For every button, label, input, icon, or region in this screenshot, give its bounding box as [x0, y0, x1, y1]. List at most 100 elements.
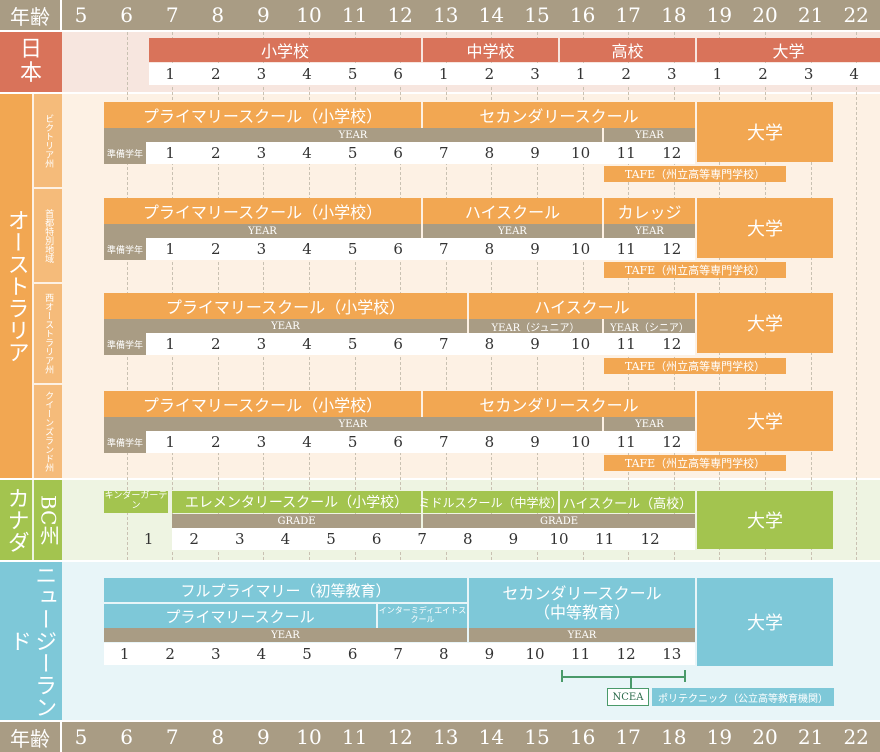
japan-label: 日本 — [0, 32, 62, 92]
vic-year-bar-2: YEAR — [604, 128, 695, 142]
bc-year-11: 11 — [595, 530, 615, 548]
age-12: 12 — [387, 3, 413, 27]
wa-year-1: 1 — [165, 335, 175, 353]
act-year-bar-3: YEAR — [604, 224, 695, 238]
jp-elem-year-6: 6 — [393, 65, 403, 83]
nz-label: ニュージーランド — [0, 562, 62, 720]
bc-year-4: 4 — [280, 530, 291, 548]
vic-year-12: 12 — [662, 144, 682, 162]
wa-prep: 準備学年 — [104, 333, 146, 355]
age-grid-line — [309, 32, 310, 720]
ncea-bracket-left — [561, 670, 563, 682]
bc-year-1: 1 — [143, 530, 154, 548]
age-10: 10 — [296, 3, 322, 27]
age-19: 19 — [706, 725, 733, 749]
qld-secondary: セカンダリースクール — [423, 391, 695, 417]
age-grid-line — [856, 32, 857, 720]
vic-secondary: セカンダリースクール — [423, 102, 695, 128]
jp-uni-year-2: 2 — [758, 65, 768, 83]
vic-year-1: 1 — [165, 144, 175, 162]
jp-high: 高校 — [560, 38, 695, 62]
age-grid-line — [263, 32, 264, 720]
wa-year-10: 10 — [571, 335, 591, 353]
age-grid-line — [172, 32, 173, 720]
qld-university: 大学 — [697, 391, 833, 451]
age-grid-line — [628, 32, 629, 720]
jp-uni-year-4: 4 — [849, 65, 859, 83]
vic-year-2: 2 — [211, 144, 221, 162]
nz-year-2: 2 — [165, 645, 175, 663]
vic-year-7: 7 — [439, 144, 449, 162]
act-year-9: 9 — [530, 240, 540, 258]
vic-year-5: 5 — [347, 144, 358, 162]
wa-year-9: 9 — [530, 335, 540, 353]
qld-year-7: 7 — [439, 433, 449, 451]
vic-university: 大学 — [697, 102, 833, 162]
vic-year-10: 10 — [571, 144, 591, 162]
age-grid-line — [491, 32, 492, 720]
bc-year-10: 10 — [549, 530, 569, 548]
nz-full-primary: フルプライマリー（初等教育） — [104, 578, 467, 602]
age-19: 19 — [706, 3, 733, 27]
qld-year-8: 8 — [484, 433, 495, 451]
act-year-11: 11 — [616, 240, 636, 258]
vic-prep: 準備学年 — [104, 142, 146, 164]
age-label-bottom: 年齢 — [0, 722, 62, 752]
vic-label: ビクトリア州 — [34, 94, 62, 187]
wa-year-bar-junior: YEAR（ジュニア） — [469, 319, 602, 334]
wa-year-5: 5 — [347, 335, 358, 353]
qld-label: クイーンズランド州 — [34, 385, 62, 478]
jp-elem-year-1: 1 — [165, 65, 175, 83]
jp-university: 大学 — [697, 38, 880, 62]
age-11: 11 — [341, 725, 368, 749]
vic-year-3: 3 — [256, 144, 267, 162]
jp-elem-year-5: 5 — [347, 65, 358, 83]
age-20: 20 — [752, 3, 778, 27]
qld-year-11: 11 — [616, 433, 636, 451]
qld-year-bar-2: YEAR — [604, 417, 695, 431]
wa-tafe: TAFE（州立高等専門学校） — [604, 358, 786, 374]
bc-middle: ミドルスクール（中学校） — [419, 491, 563, 513]
age-header-top — [0, 0, 880, 30]
jp-elem-year-3: 3 — [256, 65, 267, 83]
age-15: 15 — [524, 3, 550, 27]
vic-year-6: 6 — [393, 144, 403, 162]
bc-grade-bar-1: GRADE — [172, 514, 421, 528]
age-18: 18 — [661, 725, 687, 749]
act-prep: 準備学年 — [104, 238, 146, 260]
age-16: 16 — [569, 3, 596, 27]
nz-intermediate: インターミディエイトスクール — [378, 604, 467, 628]
qld-year-10: 10 — [571, 433, 591, 451]
vic-year-row — [104, 142, 695, 164]
age-grid-line — [537, 32, 538, 720]
act-label: 首都特別地域 — [34, 189, 62, 282]
act-year-row — [104, 238, 695, 260]
bc-label: BC州 — [34, 480, 62, 560]
bc-year-9: 9 — [508, 530, 519, 548]
age-13: 13 — [433, 3, 459, 27]
age-11: 11 — [341, 3, 368, 27]
act-year-4: 4 — [302, 240, 312, 258]
act-year-1: 1 — [165, 240, 175, 258]
vic-year-bar-1: YEAR — [104, 128, 602, 142]
bc-high: ハイスクール（高校） — [560, 491, 695, 513]
nz-year-9: 9 — [484, 645, 495, 663]
vic-year-8: 8 — [484, 144, 495, 162]
age-14: 14 — [478, 725, 505, 749]
nz-primary: プライマリースクール — [104, 604, 376, 628]
nz-year-12: 12 — [616, 645, 636, 663]
wa-year-7: 7 — [439, 335, 449, 353]
nz-year-3: 3 — [211, 645, 221, 663]
bc-grade-bar-2: GRADE — [423, 514, 695, 528]
nz-year-6: 6 — [347, 645, 358, 663]
age-grid-line — [811, 32, 812, 720]
nz-year-row — [104, 643, 695, 665]
age-grid-line — [719, 32, 720, 720]
jp-junior-year-2: 2 — [484, 65, 495, 83]
nz-year-4: 4 — [256, 645, 267, 663]
qld-year-4: 4 — [302, 433, 312, 451]
qld-year-12: 12 — [662, 433, 682, 451]
ncea-bracket — [561, 676, 686, 678]
wa-year-3: 3 — [256, 335, 267, 353]
age-7: 7 — [165, 725, 179, 749]
